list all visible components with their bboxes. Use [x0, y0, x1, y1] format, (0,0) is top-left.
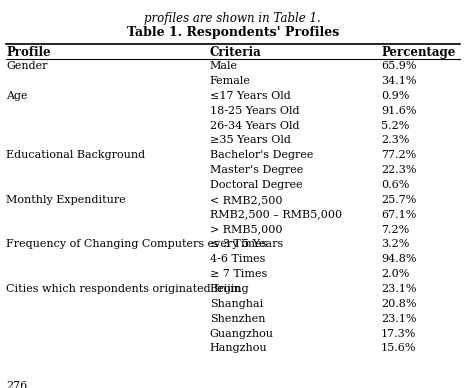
Text: 15.6%: 15.6% [381, 343, 417, 353]
Text: profiles are shown in Table 1.: profiles are shown in Table 1. [145, 12, 321, 25]
Text: Gender: Gender [6, 61, 47, 71]
Text: 276: 276 [6, 381, 27, 388]
Text: 7.2%: 7.2% [381, 225, 409, 234]
Text: 22.3%: 22.3% [381, 165, 417, 175]
Text: ≤17 Years Old: ≤17 Years Old [210, 91, 291, 101]
Text: Doctoral Degree: Doctoral Degree [210, 180, 302, 190]
Text: 23.1%: 23.1% [381, 314, 417, 324]
Text: ≥35 Years Old: ≥35 Years Old [210, 135, 291, 146]
Text: Shanghai: Shanghai [210, 299, 263, 309]
Text: 67.1%: 67.1% [381, 210, 416, 220]
Text: RMB2,500 – RMB5,000: RMB2,500 – RMB5,000 [210, 210, 342, 220]
Text: ≥ 7 Times: ≥ 7 Times [210, 269, 267, 279]
Text: 23.1%: 23.1% [381, 284, 417, 294]
Text: 2.3%: 2.3% [381, 135, 410, 146]
Text: 0.6%: 0.6% [381, 180, 410, 190]
Text: Guangzhou: Guangzhou [210, 329, 273, 339]
Text: 34.1%: 34.1% [381, 76, 417, 86]
Text: Master's Degree: Master's Degree [210, 165, 303, 175]
Text: 3.2%: 3.2% [381, 239, 410, 249]
Text: Frequency of Changing Computers every 5 Years: Frequency of Changing Computers every 5 … [6, 239, 283, 249]
Text: Beijing: Beijing [210, 284, 249, 294]
Text: Profile: Profile [6, 46, 51, 59]
Text: 18-25 Years Old: 18-25 Years Old [210, 106, 299, 116]
Text: 77.2%: 77.2% [381, 150, 416, 160]
Text: 25.7%: 25.7% [381, 195, 416, 205]
Text: Shenzhen: Shenzhen [210, 314, 265, 324]
Text: ≤ 3 Times: ≤ 3 Times [210, 239, 267, 249]
Text: 65.9%: 65.9% [381, 61, 417, 71]
Text: 94.8%: 94.8% [381, 254, 417, 264]
Text: Bachelor's Degree: Bachelor's Degree [210, 150, 313, 160]
Text: 20.8%: 20.8% [381, 299, 417, 309]
Text: 0.9%: 0.9% [381, 91, 410, 101]
Text: Criteria: Criteria [210, 46, 262, 59]
Text: Cities which respondents originated from: Cities which respondents originated from [6, 284, 241, 294]
Text: 26-34 Years Old: 26-34 Years Old [210, 121, 299, 130]
Text: < RMB2,500: < RMB2,500 [210, 195, 282, 205]
Text: 5.2%: 5.2% [381, 121, 410, 130]
Text: 4-6 Times: 4-6 Times [210, 254, 265, 264]
Text: Percentage: Percentage [381, 46, 456, 59]
Text: 2.0%: 2.0% [381, 269, 410, 279]
Text: 91.6%: 91.6% [381, 106, 417, 116]
Text: Age: Age [6, 91, 27, 101]
Text: Female: Female [210, 76, 251, 86]
Text: Educational Background: Educational Background [6, 150, 145, 160]
Text: > RMB5,000: > RMB5,000 [210, 225, 282, 234]
Text: 17.3%: 17.3% [381, 329, 416, 339]
Text: Male: Male [210, 61, 238, 71]
Text: Hangzhou: Hangzhou [210, 343, 267, 353]
Text: Monthly Expenditure: Monthly Expenditure [6, 195, 126, 205]
Text: Table 1. Respondents' Profiles: Table 1. Respondents' Profiles [127, 26, 339, 39]
